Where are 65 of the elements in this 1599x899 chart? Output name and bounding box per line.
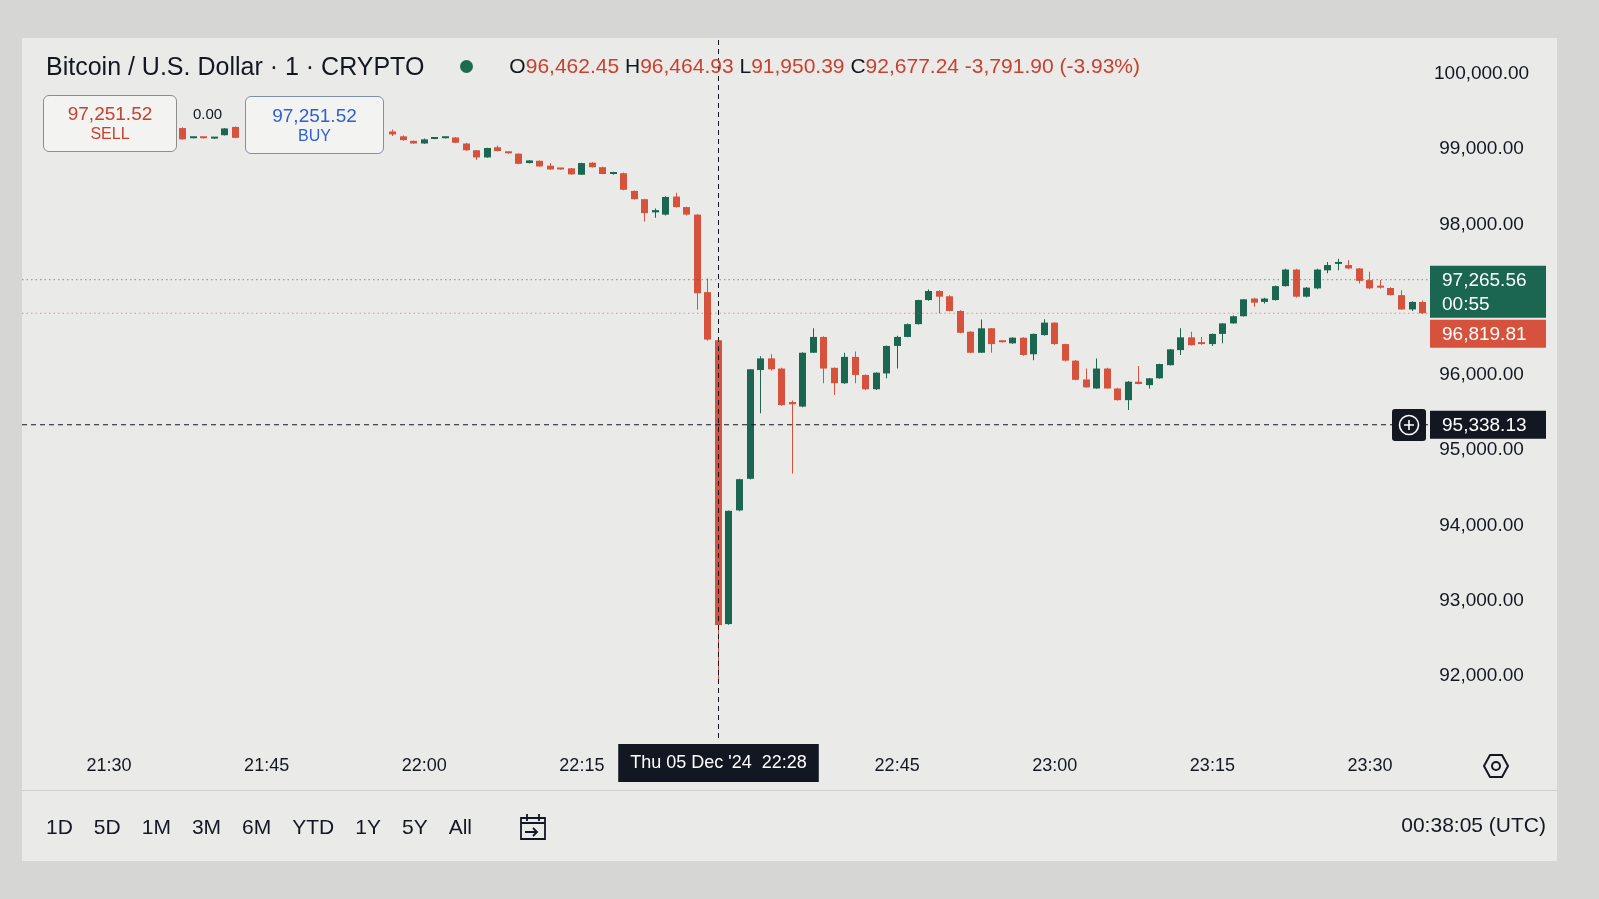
text: O96,462.45 H96,464.93 L91,950.39 C92,677.24 -3,791.90 (-3.93%) <box>509 54 1140 78</box>
text: 6M <box>242 814 272 840</box>
annotation: 0.00 <box>193 105 223 122</box>
text: 1Y <box>355 814 381 840</box>
candlestick <box>452 137 459 144</box>
ref-line-label: 97,265.56 00:55 <box>1442 268 1527 314</box>
candlestick <box>400 135 407 141</box>
y-tick-label: 94,000.00 <box>1439 513 1524 535</box>
annotation: 97,251.52 <box>67 103 153 126</box>
y-tick-label: 95,000.00 <box>1439 438 1524 460</box>
candlestick <box>494 145 501 152</box>
text: 5Y <box>401 814 428 840</box>
y-tick-label: 93,000.00 <box>1439 588 1524 610</box>
text: 00:38:05 (UTC) <box>1401 813 1546 837</box>
candlestick <box>221 128 228 136</box>
ref-line-label: Thu 05 Dec '24 22:28 <box>630 751 807 772</box>
candlestick <box>862 374 869 390</box>
candlestick <box>442 136 449 139</box>
candlestick <box>431 136 438 139</box>
candlestick <box>631 190 638 200</box>
candlestick <box>1356 268 1363 284</box>
text: YTD <box>292 814 335 840</box>
candlestick <box>999 340 1006 343</box>
text: 3M <box>191 814 222 840</box>
candlestick <box>211 136 218 139</box>
candlestick <box>1167 348 1174 366</box>
candlestick <box>557 167 564 170</box>
candlestick <box>936 290 943 314</box>
x-tick-label: 22:15 <box>559 754 605 775</box>
x-tick-label: 23:00 <box>1032 754 1078 775</box>
text: All <box>448 814 472 840</box>
annotation: BUY <box>298 126 331 146</box>
text: 1M <box>141 814 171 840</box>
x-tick-label: 22:00 <box>401 754 447 775</box>
y-tick-label: 98,000.00 <box>1439 212 1524 234</box>
candlestick <box>190 136 197 139</box>
text: 5D <box>93 814 121 840</box>
annotation: SELL <box>90 125 130 144</box>
y-tick-label: 96,000.00 <box>1439 363 1524 385</box>
candlestick <box>410 140 417 144</box>
candlestick <box>873 372 880 390</box>
x-tick-label: 22:45 <box>874 754 920 775</box>
x-tick-label: 23:30 <box>1347 754 1393 775</box>
x-tick-label: 21:30 <box>86 754 132 775</box>
candlestick <box>200 136 207 139</box>
y-tick-label: 99,000.00 <box>1439 137 1524 159</box>
text: Bitcoin / U.S. Dollar · 1 · CRYPTO <box>46 52 425 81</box>
buy-button: 97,251.52 BUY <box>245 96 384 154</box>
candlestick <box>1051 322 1058 345</box>
y-tick-label: 92,000.00 <box>1439 664 1524 686</box>
x-tick-label: 23:15 <box>1189 754 1235 775</box>
sell-button: 97,251.52 SELL <box>43 95 177 152</box>
text: 1D <box>46 814 73 840</box>
ref-line-label: 95,338.13 <box>1442 414 1527 435</box>
ref-line-label: 96,819.81 <box>1442 322 1527 344</box>
candlestick <box>589 162 596 168</box>
annotation: 97,251.52 <box>272 104 357 127</box>
y-tick-label: 100,000.00 <box>1434 62 1530 84</box>
candlestick <box>536 160 543 167</box>
candlestick <box>725 510 732 625</box>
candlestick <box>1009 337 1016 344</box>
candlestick <box>526 160 533 164</box>
x-tick-label: 21:45 <box>244 754 290 775</box>
candlestick <box>505 151 512 154</box>
candlestick <box>463 143 470 151</box>
